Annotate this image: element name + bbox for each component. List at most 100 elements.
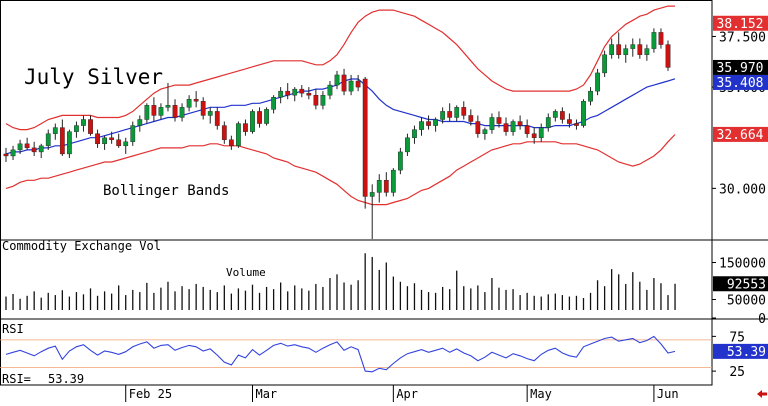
price-candle: [552, 109, 558, 122]
candle-body-up: [630, 44, 636, 49]
price-candle: [313, 89, 319, 110]
volume-axis-ticks: 150000 50000 0 92553: [712, 257, 768, 327]
date-tick-label: May: [530, 387, 552, 401]
price-candle: [454, 105, 460, 122]
price-candle: [172, 99, 178, 122]
candle-body-up: [278, 90, 284, 98]
price-candle: [651, 28, 657, 53]
candle-body-up: [130, 125, 136, 142]
candle-body-down: [243, 123, 248, 132]
tag-background: [713, 15, 768, 31]
price-candle: [306, 87, 312, 100]
price-candle: [327, 81, 333, 100]
price-candle: [214, 107, 220, 130]
tag-value: 38.152: [717, 17, 764, 32]
price-candle: [59, 119, 65, 156]
candle-body-down: [637, 44, 643, 55]
price-candle: [355, 74, 361, 92]
rsi-panel-title: RSI: [2, 322, 24, 336]
rsi-tick-label: 75: [729, 330, 745, 345]
price-candle: [447, 103, 453, 122]
price-candle: [137, 115, 143, 132]
left-arrow-icon[interactable]: [757, 390, 767, 398]
candle-body-up: [186, 99, 192, 108]
price-candle: [376, 174, 382, 203]
candle-body-up: [348, 80, 354, 92]
rsi-readout-value: 53.39: [48, 372, 84, 386]
price-candle: [179, 103, 185, 122]
bollinger-bands-label: Bollinger Bands: [103, 183, 229, 199]
price-candle: [482, 127, 488, 140]
price-candle: [496, 111, 502, 128]
candle-body-up: [623, 48, 629, 55]
candle-body-down: [665, 44, 671, 68]
candle-body-down: [503, 123, 509, 132]
price-candle: [616, 32, 622, 59]
price-candle: [545, 113, 551, 132]
middle-bollinger-band: [5, 78, 676, 155]
candle-body-up: [334, 74, 340, 86]
tag-background: [713, 343, 768, 359]
candle-body-down: [574, 123, 579, 126]
candle-body-up: [405, 137, 410, 153]
volume-last-tag: 92553: [713, 276, 768, 292]
last-price-tag: 35.970: [713, 59, 768, 76]
price-candle: [475, 115, 481, 138]
tag-value: 35.970: [717, 61, 764, 76]
price-candle: [461, 101, 467, 120]
price-candle: [602, 50, 608, 77]
price-candle: [630, 38, 636, 57]
rsi-last-tag: 53.39: [713, 343, 768, 360]
tag-background: [713, 126, 768, 142]
price-candle: [193, 91, 199, 108]
date-tick-label: Feb 25: [129, 387, 172, 401]
candle-body-down: [517, 121, 523, 126]
date-tick-label: Apr: [396, 387, 418, 401]
price-candle: [45, 129, 51, 150]
tag-value: 92553: [727, 277, 766, 292]
price-candle: [207, 107, 213, 124]
volume-bars: [5, 253, 676, 310]
candle-body-up: [74, 125, 79, 132]
candle-body-down: [200, 101, 206, 116]
rsi-plot: [0, 335, 712, 373]
candle-body-down: [461, 107, 467, 116]
price-candle: [348, 74, 354, 96]
price-candle: [52, 123, 58, 140]
candle-body-up: [545, 117, 551, 128]
candle-body-down: [257, 111, 262, 124]
price-candle: [130, 121, 136, 146]
candle-body-up: [45, 133, 51, 147]
candle-body-down: [3, 153, 9, 157]
price-candle: [116, 133, 122, 148]
candle-body-down: [341, 74, 347, 92]
price-candle: [10, 145, 16, 161]
candle-body-up: [609, 44, 615, 55]
price-candle: [38, 143, 44, 158]
price-candle: [165, 83, 171, 112]
price-candle: [292, 87, 298, 102]
candle-body-down: [116, 139, 122, 147]
volume-tick-label: 0: [758, 312, 766, 327]
price-candle: [88, 115, 93, 136]
price-candle: [595, 68, 600, 96]
price-candle: [200, 97, 206, 120]
candle-body-up: [369, 192, 375, 197]
candle-body-up: [144, 105, 150, 120]
candle-body-up: [10, 149, 16, 157]
price-candle: [271, 95, 277, 114]
price-candle: [397, 147, 403, 175]
price-candle: [559, 107, 565, 124]
candle-body-up: [66, 131, 72, 155]
price-candle: [334, 70, 340, 90]
candle-body-up: [538, 127, 544, 138]
price-candle: [299, 85, 305, 98]
candle-body-down: [172, 105, 178, 118]
candle-body-down: [313, 94, 319, 106]
price-candle: [390, 168, 396, 197]
candle-body-down: [31, 147, 37, 153]
candle-body-down: [475, 121, 481, 134]
volume-tick-label: 150000: [719, 257, 766, 272]
price-candle: [503, 117, 509, 136]
candle-body-up: [52, 127, 58, 134]
